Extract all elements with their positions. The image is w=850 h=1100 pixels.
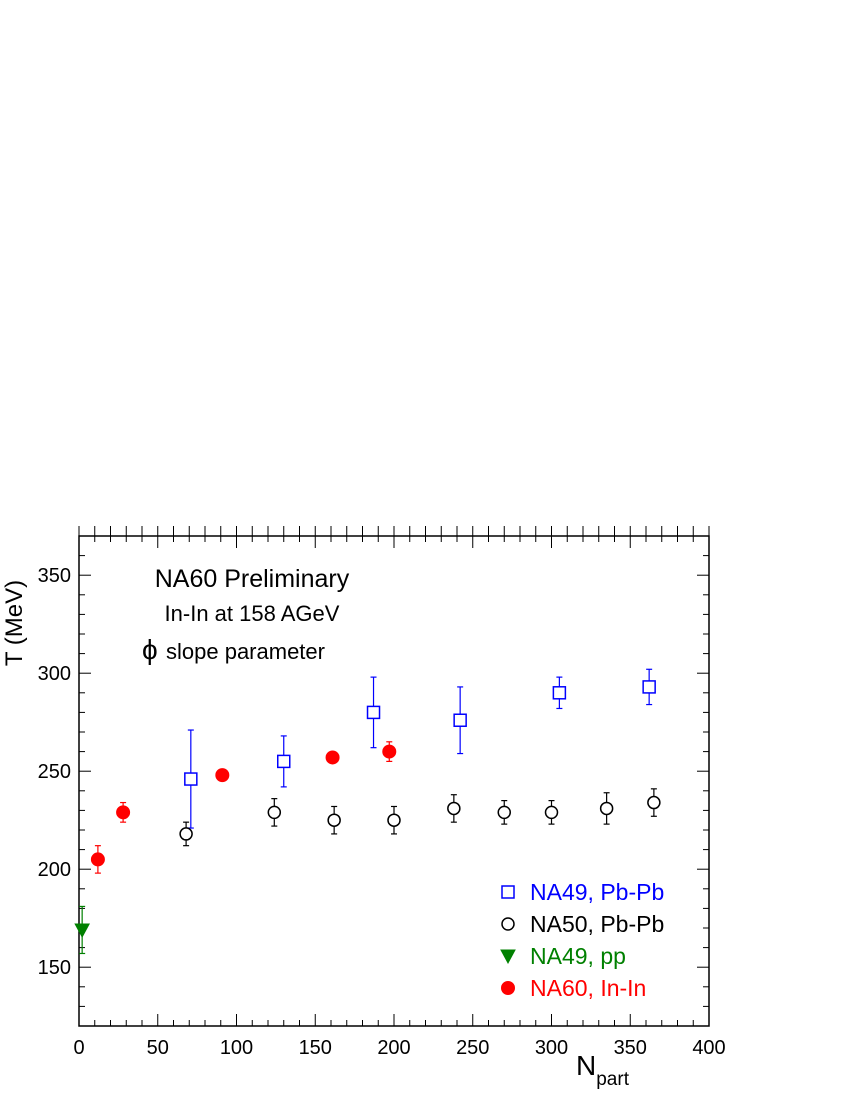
data-point <box>599 801 614 816</box>
x-tick-label: 50 <box>147 1037 169 1059</box>
x-tick-label: 350 <box>614 1037 647 1059</box>
x-tick-label: 100 <box>220 1037 253 1059</box>
data-layer <box>74 668 661 955</box>
legend-marker <box>500 949 516 965</box>
data-point <box>325 750 340 765</box>
annotation-system: In-In at 158 AGeV <box>165 601 340 626</box>
data-point <box>387 813 401 827</box>
legend-marker <box>501 885 515 899</box>
legend-marker <box>501 917 515 931</box>
data-point <box>327 813 341 827</box>
axis-ticks <box>78 526 710 1026</box>
x-axis-label-sub: part <box>596 1069 629 1090</box>
data-point <box>215 768 230 783</box>
y-tick-label: 300 <box>38 663 71 685</box>
x-tick-label: 200 <box>377 1037 410 1059</box>
annotation-phi-symbol: ϕ <box>142 634 158 665</box>
x-tick-label: 150 <box>299 1037 332 1059</box>
data-point <box>453 713 467 727</box>
data-point <box>267 805 282 820</box>
legend: NA49, Pb-Pb NA50, Pb-Pb NA49, pp NA60, In-I… <box>500 879 664 1001</box>
y-tick-label: 150 <box>38 957 71 979</box>
data-point <box>647 795 661 810</box>
y-axis-label: T (MeV) <box>1 580 28 666</box>
annotation-slope: slope parameter <box>166 639 325 664</box>
data-point <box>382 744 397 759</box>
legend-label: NA49, pp <box>530 943 626 969</box>
legend-label: NA60, In-In <box>530 975 646 1001</box>
legend-label: NA50, Pb-Pb <box>530 911 664 937</box>
y-tick-label: 350 <box>38 565 71 587</box>
data-point <box>497 805 511 820</box>
legend-label: NA49, Pb-Pb <box>530 879 664 905</box>
data-point <box>366 705 381 720</box>
data-point <box>277 754 291 769</box>
data-point <box>74 923 90 939</box>
y-tick-label: 250 <box>38 761 71 783</box>
x-axis-label: Npart <box>576 1050 630 1090</box>
x-axis-label-main: N <box>576 1050 596 1081</box>
tick-labels: 0 50 100 150 200 250 300 350 400 150 200 250 300 350 <box>38 565 726 1059</box>
annotation-preliminary: NA60 Preliminary <box>155 565 350 593</box>
data-point <box>544 805 559 820</box>
data-point <box>184 772 198 786</box>
x-tick-label: 300 <box>535 1037 568 1059</box>
y-tick-label: 200 <box>38 859 71 881</box>
data-point <box>116 805 131 820</box>
data-point <box>552 686 567 700</box>
data-point <box>642 680 656 694</box>
x-tick-label: 0 <box>73 1037 84 1059</box>
legend-marker <box>501 981 515 995</box>
x-tick-label: 400 <box>692 1037 725 1059</box>
x-tick-label: 250 <box>456 1037 489 1059</box>
data-point <box>179 827 193 841</box>
data-point <box>447 801 461 816</box>
data-point <box>90 852 105 867</box>
